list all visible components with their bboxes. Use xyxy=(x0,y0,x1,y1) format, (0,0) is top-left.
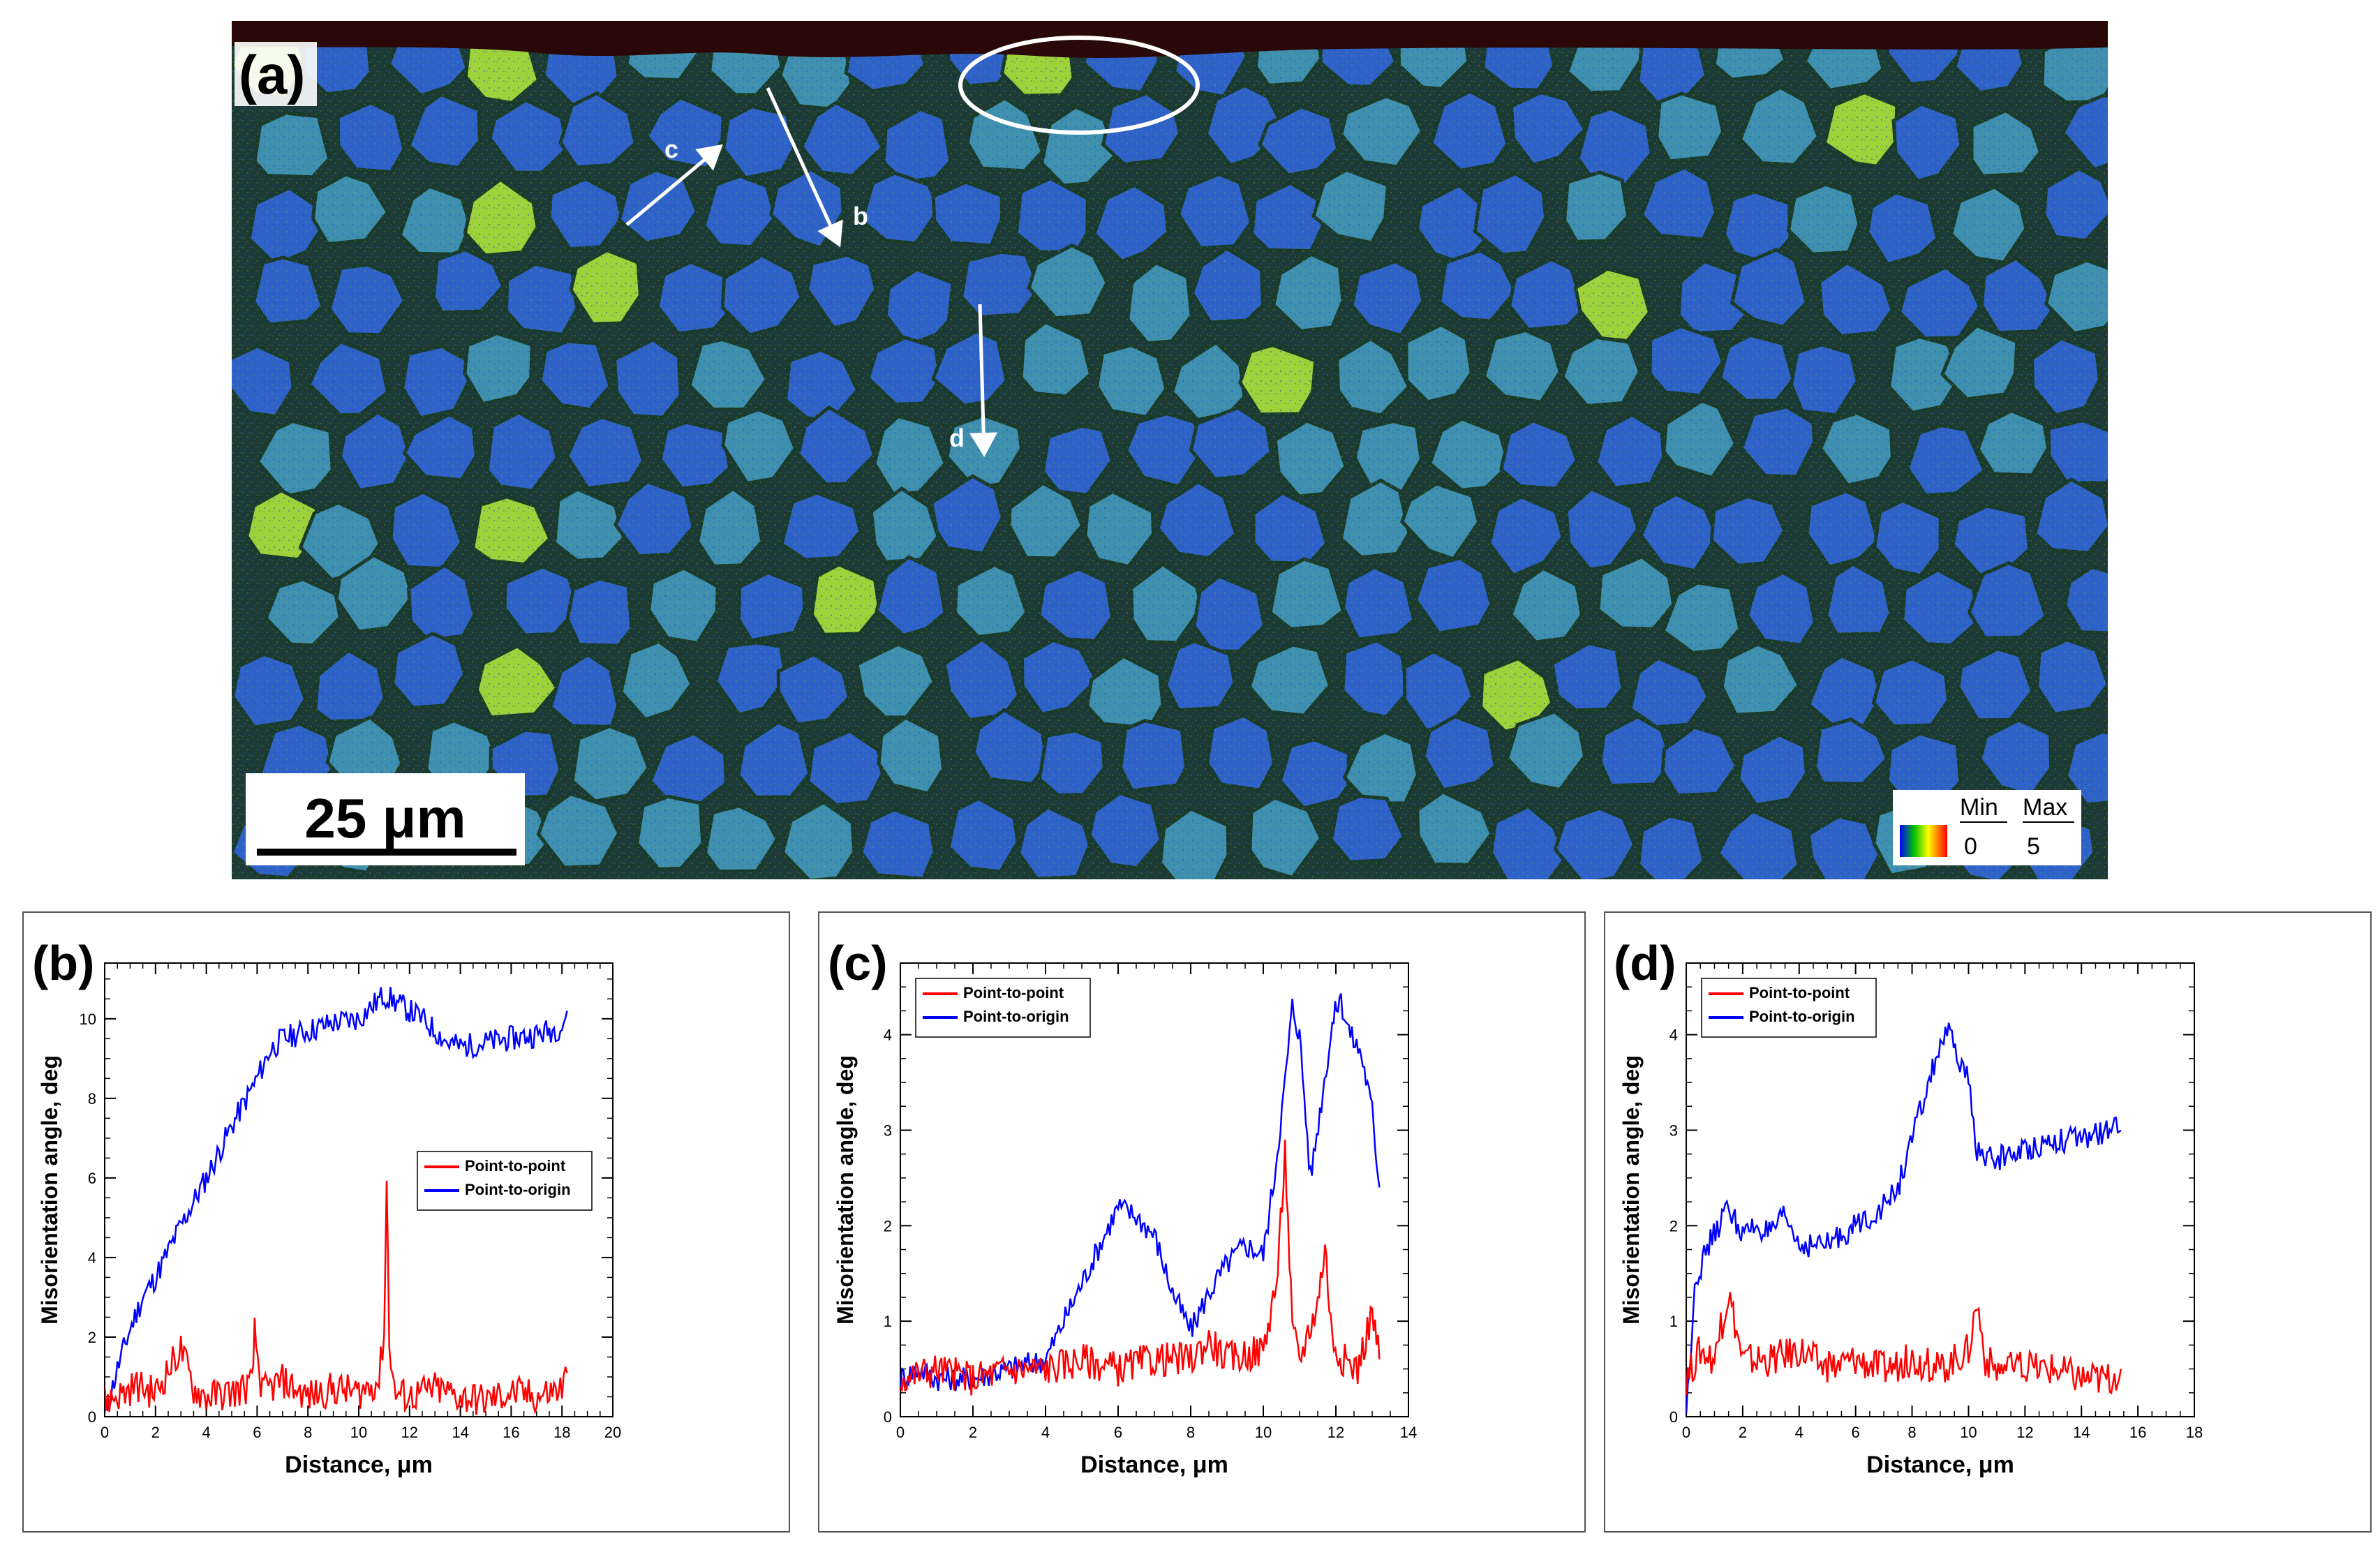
series-line-point-to-origin xyxy=(900,993,1381,1392)
y-tick-label: 2 xyxy=(1669,1217,1678,1235)
panel-label: (c) xyxy=(828,936,888,990)
panel-label: (b) xyxy=(32,936,94,990)
arrow-b: b xyxy=(766,87,868,248)
x-tick-label: 10 xyxy=(1960,1424,1977,1441)
series-line-point-to-origin xyxy=(1686,1022,2122,1415)
y-tick-label: 1 xyxy=(1669,1313,1678,1330)
x-tick-label: 14 xyxy=(452,1424,468,1441)
x-tick-label: 12 xyxy=(1327,1424,1344,1441)
color-legend: Min 0 Max 5 xyxy=(1893,790,2081,865)
panel-label-a: (a) xyxy=(239,44,305,105)
y-tick-label: 0 xyxy=(1669,1408,1678,1426)
legend-entry: Point-to-point xyxy=(963,984,1064,1001)
y-tick-label: 3 xyxy=(884,1121,892,1139)
x-axis-label: Distance, μm xyxy=(1080,1452,1228,1478)
scale-bar: 25 μm xyxy=(246,773,525,865)
x-tick-label: 20 xyxy=(604,1424,621,1441)
y-tick-label: 1 xyxy=(884,1313,892,1330)
x-tick-label: 2 xyxy=(969,1424,977,1441)
x-tick-label: 4 xyxy=(1041,1424,1050,1441)
highlight-ellipse xyxy=(958,36,1200,135)
x-tick-label: 4 xyxy=(1795,1424,1803,1441)
y-tick-label: 6 xyxy=(88,1170,96,1187)
x-axis-label: Distance, μm xyxy=(285,1452,433,1478)
x-tick-label: 0 xyxy=(1682,1424,1690,1441)
legend-gradient xyxy=(1900,825,1947,857)
series-line-point-to-point xyxy=(900,1139,1381,1396)
y-tick-label: 0 xyxy=(884,1408,892,1426)
y-tick-label: 4 xyxy=(884,1027,892,1044)
legend-max-value: 5 xyxy=(2027,833,2040,860)
y-axis-label: Misorientation angle, deg xyxy=(37,1055,62,1325)
panel-label: (d) xyxy=(1614,936,1676,990)
x-tick-label: 18 xyxy=(553,1424,570,1441)
x-tick-label: 6 xyxy=(1114,1424,1122,1441)
x-tick-label: 10 xyxy=(350,1424,367,1441)
series-line-point-to-point xyxy=(1686,1292,2122,1396)
arrow-d: d xyxy=(949,304,998,457)
y-tick-label: 4 xyxy=(1669,1027,1678,1044)
y-tick-label: 3 xyxy=(1669,1121,1678,1139)
legend-max-label: Max xyxy=(2023,794,2067,821)
y-tick-label: 0 xyxy=(88,1408,96,1426)
y-tick-label: 10 xyxy=(80,1011,96,1028)
legend-entry: Point-to-point xyxy=(1749,984,1850,1001)
x-tick-label: 10 xyxy=(1255,1424,1272,1441)
arrow-label-c: c xyxy=(664,135,678,163)
y-tick-label: 2 xyxy=(88,1329,96,1346)
y-axis-label: Misorientation angle, deg xyxy=(1619,1055,1644,1325)
arrow-label-d: d xyxy=(949,424,965,452)
x-tick-label: 0 xyxy=(896,1424,905,1441)
arrow-label-b: b xyxy=(853,202,868,230)
x-tick-label: 8 xyxy=(1187,1424,1195,1441)
legend-box xyxy=(417,1151,593,1211)
chart-b: (b) 0 2 4 6 8 10 12 14 16 18 20 0 2 4 6 8 10 Distance, μm M… xyxy=(32,936,621,1478)
x-tick-label: 8 xyxy=(304,1424,312,1441)
legend-min-value: 0 xyxy=(1964,833,1977,860)
chart-panel-c: (c) 0 2 4 6 8 10 12 14 0 1 2 3 4 Distance, μm Misorient… xyxy=(818,911,1586,1533)
x-tick-label: 0 xyxy=(101,1424,109,1441)
x-axis-label: Distance, μm xyxy=(1866,1452,2014,1478)
x-tick-label: 14 xyxy=(1400,1424,1417,1441)
x-tick-label: 8 xyxy=(1907,1424,1916,1441)
arrow-c: c xyxy=(625,135,723,226)
x-tick-label: 16 xyxy=(503,1424,519,1441)
legend-box xyxy=(1701,978,1877,1038)
x-tick-label: 6 xyxy=(253,1424,261,1441)
y-axis-label: Misorientation angle, deg xyxy=(833,1055,858,1325)
y-tick-label: 2 xyxy=(884,1217,892,1235)
scale-bar-label: 25 μm xyxy=(304,787,466,849)
chart-panel-d: (d) 0 2 4 6 8 10 12 14 16 18 0 1 2 3 4 Distance, μm Misor… xyxy=(1604,911,2372,1533)
y-tick-label: 4 xyxy=(88,1249,96,1267)
legend-entry: Point-to-origin xyxy=(963,1008,1069,1025)
legend-min-label: Min xyxy=(1960,794,1998,821)
x-tick-label: 4 xyxy=(202,1424,210,1441)
x-tick-label: 18 xyxy=(2186,1424,2203,1441)
chart-panel-b: (b) 0 2 4 6 8 10 12 14 16 18 20 0 2 4 6 8 10 Distance, μm M… xyxy=(22,911,790,1533)
legend-entry: Point-to-point xyxy=(465,1157,566,1175)
legend-entry: Point-to-origin xyxy=(1749,1008,1855,1025)
x-tick-label: 2 xyxy=(1739,1424,1747,1441)
surface-oxide-layer xyxy=(232,21,2108,59)
panel-label-a-box: (a) xyxy=(235,42,317,106)
strain-map: c b d (a) 25 μm Min 0 Max 5 xyxy=(232,21,2108,879)
x-tick-label: 6 xyxy=(1852,1424,1860,1441)
x-tick-label: 12 xyxy=(2016,1424,2033,1441)
x-tick-label: 16 xyxy=(2129,1424,2146,1441)
x-tick-label: 2 xyxy=(151,1424,160,1441)
legend-box xyxy=(915,978,1091,1038)
series-line-point-to-origin xyxy=(105,987,568,1413)
legend-entry: Point-to-origin xyxy=(465,1181,571,1198)
series-line-point-to-point xyxy=(105,1180,568,1415)
x-tick-label: 12 xyxy=(401,1424,418,1441)
y-tick-label: 8 xyxy=(88,1090,96,1108)
map-noise xyxy=(232,21,2108,879)
x-tick-label: 14 xyxy=(2073,1424,2090,1441)
